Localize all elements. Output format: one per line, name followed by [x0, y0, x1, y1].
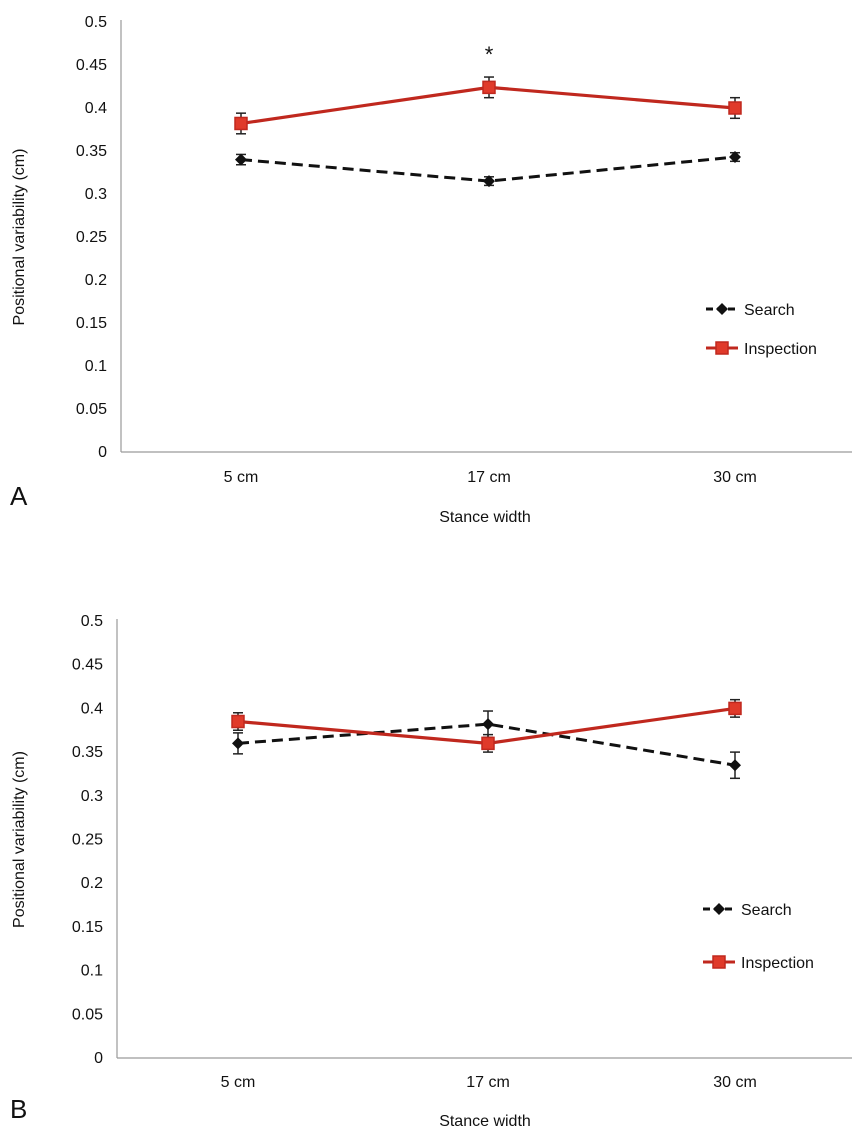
- panel-a-y-tick-label: 0.5: [85, 14, 107, 31]
- panel-a-series-search-point: [483, 175, 495, 188]
- panel-a-annotation: *: [485, 42, 494, 67]
- panel-a-series-inspection-point: [482, 80, 496, 95]
- panel-b-series-inspection-point: [728, 701, 742, 716]
- panel-b-y-tick-label: 0.4: [81, 700, 103, 717]
- panel-b-y-tick-label: 0.5: [81, 613, 103, 630]
- panel-b-x-axis-title: Stance width: [439, 1113, 531, 1130]
- panel-a-y-tick-label: 0.1: [85, 358, 107, 375]
- panel-a-legend-marker: [716, 303, 728, 315]
- panel-b-legend-marker: [713, 903, 725, 915]
- panel-a-series-search-point: [729, 151, 741, 164]
- panel-a-y-tick-label: 0.25: [76, 229, 107, 246]
- panel-b-x-tick-label: 30 cm: [713, 1074, 757, 1091]
- panel-b-y-tick-label: 0: [94, 1050, 103, 1067]
- panel-a-series-inspection-point: [234, 116, 248, 131]
- panel-b-y-tick-label: 0.3: [81, 788, 103, 805]
- panel-a-y-tick-label: 0.2: [85, 272, 107, 289]
- panel-b-y-tick-label: 0.1: [81, 963, 103, 980]
- panel-a-y-tick-label: 0.15: [76, 315, 107, 332]
- panel-a-x-tick-label: 5 cm: [224, 469, 259, 486]
- panel-b-series-search-point: [232, 737, 244, 750]
- panel-a-y-axis-title: Positional variability (cm): [11, 149, 28, 326]
- panel-b-y-tick-label: 0.15: [72, 919, 103, 936]
- panel-a-y-tick-label: 0.35: [76, 143, 107, 160]
- panel-a-y-tick-label: 0.4: [85, 100, 107, 117]
- panel-b-y-tick-label: 0.05: [72, 1006, 103, 1023]
- panel-b-y-axis-title: Positional variability (cm): [11, 751, 28, 928]
- panel-a-y-tick-label: 0.45: [76, 57, 107, 74]
- panel-a-series-search-point: [235, 153, 247, 166]
- panel-b-y-tick-label: 0.25: [72, 832, 103, 849]
- panel-a-series-inspection-point: [728, 101, 742, 115]
- panel-b-y-tick-label: 0.2: [81, 875, 103, 892]
- panel-a-label: A: [10, 481, 28, 511]
- panel-b-series-inspection-point: [231, 714, 245, 729]
- panel-b-y-tick-label: 0.45: [72, 657, 103, 674]
- panel-b-legend-label: Inspection: [741, 955, 814, 972]
- panel-b-legend-marker: [712, 955, 726, 969]
- panel-b-legend-label: Search: [741, 902, 792, 919]
- panel-a-legend-label: Search: [744, 302, 795, 319]
- panel-a-y-tick-label: 0.3: [85, 186, 107, 203]
- panel-a-x-axis-title: Stance width: [439, 509, 531, 526]
- panel-a-x-tick-label: 30 cm: [713, 469, 757, 486]
- panel-b-series-search-point: [729, 759, 741, 772]
- panel-a-y-tick-label: 0.05: [76, 401, 107, 418]
- panel-b-x-tick-label: 5 cm: [221, 1074, 256, 1091]
- panel-b-label: B: [10, 1094, 27, 1124]
- panel-b-series-search-line: [237, 722, 736, 767]
- panel-b-y-tick-label: 0.35: [72, 744, 103, 761]
- panel-a-x-tick-label: 17 cm: [467, 469, 511, 486]
- panel-b-series-search-point: [482, 718, 494, 731]
- panel-a-legend-marker: [715, 341, 729, 355]
- panel-b-series-inspection-point: [481, 736, 495, 751]
- panel-a-y-tick-label: 0: [98, 444, 107, 461]
- panel-a-legend-label: Inspection: [744, 341, 817, 358]
- panel-b-x-tick-label: 17 cm: [466, 1074, 510, 1091]
